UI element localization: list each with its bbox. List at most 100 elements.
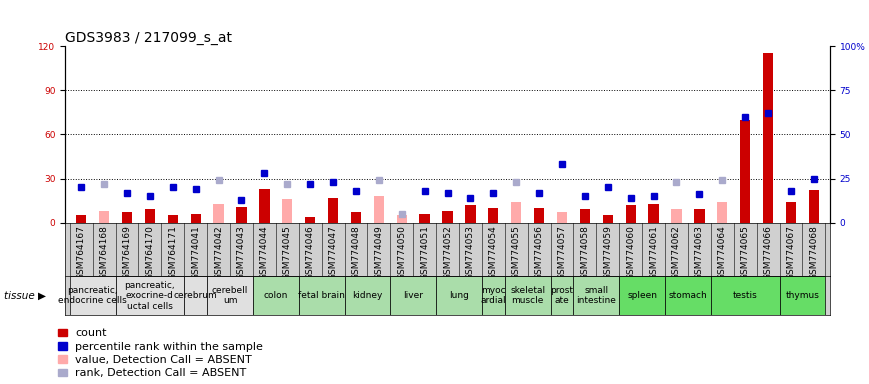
Bar [122,212,132,223]
Text: GSM774054: GSM774054 [489,225,498,280]
Bar [190,214,201,223]
Text: GDS3983 / 217099_s_at: GDS3983 / 217099_s_at [65,31,232,45]
Bar [168,215,178,223]
Text: GSM774060: GSM774060 [627,225,635,280]
Text: GSM774056: GSM774056 [534,225,544,280]
Bar [145,210,155,223]
Bar [620,276,665,315]
Bar [436,276,482,315]
Bar [465,205,475,223]
Text: GSM764168: GSM764168 [100,225,109,280]
Text: small
intestine: small intestine [576,286,616,305]
Bar [551,276,574,315]
Text: lung: lung [449,291,469,300]
Text: colon: colon [263,291,288,300]
Bar [763,53,773,223]
Text: GSM774047: GSM774047 [328,225,337,280]
Text: tissue ▶: tissue ▶ [4,291,46,301]
Text: GSM774046: GSM774046 [306,225,315,280]
Text: GSM774058: GSM774058 [580,225,589,280]
Bar [420,214,430,223]
Bar [580,210,590,223]
Text: spleen: spleen [627,291,657,300]
Text: GSM774067: GSM774067 [786,225,795,280]
Text: GSM774042: GSM774042 [214,225,223,280]
Bar [505,276,551,315]
Bar [711,276,779,315]
Text: skeletal
muscle: skeletal muscle [510,286,545,305]
Text: cerebell
um: cerebell um [212,286,249,305]
Text: liver: liver [403,291,423,300]
Bar [305,217,315,223]
Text: GSM774053: GSM774053 [466,225,475,280]
Text: pancreatic,
exocrine-d
uctal cells: pancreatic, exocrine-d uctal cells [124,281,176,311]
Text: GSM774064: GSM774064 [718,225,726,280]
Text: GSM774063: GSM774063 [695,225,704,280]
Text: GSM764169: GSM764169 [123,225,131,280]
Bar [344,276,390,315]
Bar [396,215,407,223]
Bar [253,276,299,315]
Bar [557,212,567,223]
Bar [626,205,636,223]
Text: GSM774059: GSM774059 [603,225,613,280]
Bar [299,276,344,315]
Text: GSM774043: GSM774043 [237,225,246,280]
Bar [482,276,505,315]
Bar [648,204,659,223]
Bar [694,210,705,223]
Text: GSM774055: GSM774055 [512,225,521,280]
Bar [740,120,750,223]
Bar [574,276,620,315]
Bar [786,202,796,223]
Bar [207,276,253,315]
Bar [534,208,544,223]
Bar [184,276,207,315]
Text: GSM764170: GSM764170 [145,225,155,280]
Text: fetal brain: fetal brain [298,291,345,300]
Bar [511,202,521,223]
Text: stomach: stomach [668,291,707,300]
Text: GSM774041: GSM774041 [191,225,200,280]
Text: prost
ate: prost ate [551,286,574,305]
Text: GSM774062: GSM774062 [672,225,681,280]
Bar [282,199,292,223]
Bar [236,207,247,223]
Bar [214,204,223,223]
Text: GSM774066: GSM774066 [764,225,773,280]
Bar [374,196,384,223]
Bar [76,215,86,223]
Bar [779,276,826,315]
Bar [603,215,613,223]
Text: GSM774048: GSM774048 [351,225,361,280]
Bar [672,210,681,223]
Text: kidney: kidney [352,291,382,300]
Legend: count, percentile rank within the sample, value, Detection Call = ABSENT, rank, : count, percentile rank within the sample… [57,328,263,379]
Text: GSM764171: GSM764171 [169,225,177,280]
Bar [488,208,499,223]
Text: GSM774050: GSM774050 [397,225,406,280]
Bar [259,189,269,223]
Text: GSM764167: GSM764167 [76,225,86,280]
Text: GSM774045: GSM774045 [282,225,292,280]
Bar [116,276,184,315]
Text: myoc
ardial: myoc ardial [481,286,506,305]
Text: GSM774068: GSM774068 [809,225,819,280]
Bar [717,202,727,223]
Text: thymus: thymus [786,291,819,300]
Bar [390,276,436,315]
Text: GSM774061: GSM774061 [649,225,658,280]
Bar [442,211,453,223]
Bar [99,211,109,223]
Bar [809,190,819,223]
Bar [328,198,338,223]
Text: GSM774051: GSM774051 [420,225,429,280]
Text: GSM774057: GSM774057 [558,225,567,280]
Text: GSM774065: GSM774065 [740,225,750,280]
Text: testis: testis [733,291,758,300]
Text: cerebrum: cerebrum [174,291,217,300]
Text: GSM774049: GSM774049 [375,225,383,280]
Text: GSM774052: GSM774052 [443,225,452,280]
Bar [70,276,116,315]
Bar [665,276,711,315]
